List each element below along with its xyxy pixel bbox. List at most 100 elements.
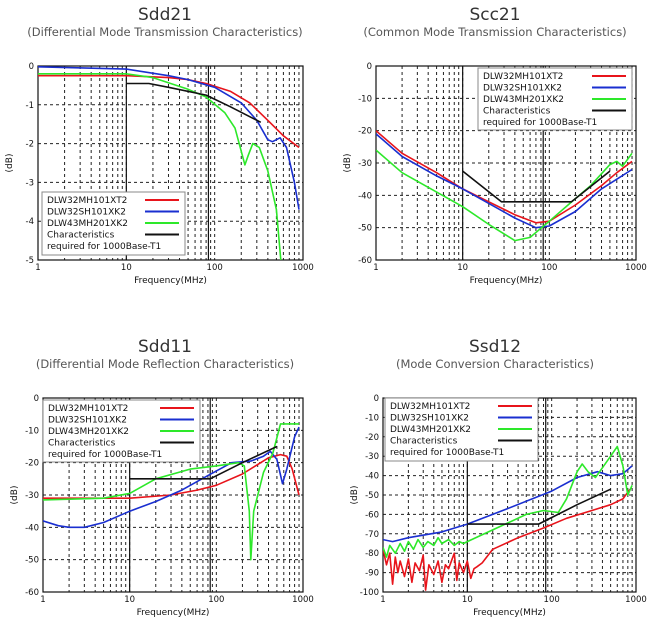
plot-frame — [37, 65, 304, 261]
y-tick-label: -70 — [365, 530, 379, 540]
chart-title: Ssd12 — [469, 337, 521, 357]
y-tick-label: 0 — [34, 394, 39, 404]
series-line-dlw43mh201xk2 — [376, 149, 633, 242]
y-tick-label: -60 — [358, 256, 372, 266]
y-tick-label: -3 — [26, 178, 34, 188]
legend-label: DLW32MH101XT2 — [47, 196, 127, 206]
y-tick-label: -20 — [365, 433, 379, 443]
x-tick-label: 10 — [462, 595, 473, 605]
chart-sdd11: Sdd11(Differential Mode Reflection Chara… — [10, 337, 314, 618]
series-line-dlw43mh201xk2 — [43, 423, 299, 561]
y-tick-label: -40 — [25, 523, 39, 533]
y-tick-label: -1 — [26, 101, 34, 111]
y-axis-label: (dB) — [350, 486, 360, 505]
y-tick-label: -5 — [26, 256, 34, 266]
legend-label: Characteristics — [48, 439, 116, 449]
chart-scc21: Scc21(Common Mode Transmission Character… — [343, 5, 647, 286]
y-tick-label: -90 — [365, 569, 379, 579]
plot-frame — [375, 65, 637, 261]
x-tick-label: 100 — [541, 263, 557, 273]
series-line-dlw43mh201xk2 — [383, 445, 633, 558]
series-line-spec — [462, 170, 611, 203]
series-line-dlw32mh101xt2 — [376, 130, 633, 224]
y-tick-label: -60 — [365, 510, 379, 520]
chart-title: Sdd21 — [138, 5, 192, 25]
series-line-spec — [126, 82, 262, 124]
legend-label: DLW32SH101XK2 — [47, 208, 126, 218]
legend-label: required for 1000Base-T1 — [48, 450, 162, 460]
y-tick-label: -10 — [358, 94, 372, 104]
x-tick-label: 1000 — [292, 595, 314, 605]
y-axis-label: (dB) — [5, 154, 15, 173]
y-tick-label: -4 — [26, 217, 34, 227]
y-tick-label: 0 — [374, 394, 379, 404]
x-tick-label: 100 — [208, 595, 224, 605]
x-tick-label: 1 — [40, 595, 45, 605]
y-tick-label: -20 — [25, 459, 39, 469]
legend-label: DLW32MH101XT2 — [390, 402, 470, 412]
y-tick-label: -50 — [358, 224, 372, 234]
x-tick-label: 10 — [457, 263, 468, 273]
y-tick-label: -40 — [365, 472, 379, 482]
y-tick-label: -100 — [360, 588, 379, 598]
legend-label: required for 1000Base-T1 — [483, 118, 597, 128]
y-tick-label: -10 — [25, 426, 39, 436]
y-tick-label: -30 — [365, 452, 379, 462]
chart-subtitle: (Mode Conversion Characteristics) — [396, 357, 594, 371]
x-tick-label: 1000 — [625, 595, 647, 605]
y-tick-label: -20 — [358, 127, 372, 137]
y-axis-label: (dB) — [10, 486, 20, 505]
y-tick-label: -10 — [365, 413, 379, 423]
x-tick-label: 1 — [380, 595, 385, 605]
legend-label: DLW43MH201XK2 — [48, 427, 129, 437]
y-tick-label: 0 — [367, 62, 372, 72]
x-tick-label: 100 — [207, 263, 223, 273]
x-tick-label: 10 — [121, 263, 132, 273]
legend-label: DLW43MH201XK2 — [483, 95, 564, 105]
legend-label: Characteristics — [47, 231, 115, 241]
y-tick-label: -40 — [358, 191, 372, 201]
x-tick-label: 1000 — [292, 263, 314, 273]
legend-label: Characteristics — [390, 437, 458, 447]
y-tick-label: -60 — [25, 588, 39, 598]
series-line-dlw32sh101xk2 — [376, 133, 633, 229]
series-line-spec — [467, 488, 611, 525]
y-tick-label: -30 — [25, 491, 39, 501]
chart-ssd12: Ssd12(Mode Conversion Characteristics) 0 -… — [350, 337, 647, 618]
x-tick-label: 1 — [35, 263, 40, 273]
y-axis-label: (dB) — [343, 154, 353, 173]
legend-label: required for 1000Base-T1 — [47, 242, 161, 252]
series-line-dlw43mh201xk2 — [38, 73, 282, 260]
chart-subtitle: (Common Mode Transmission Characteristic… — [363, 25, 626, 39]
x-axis-label: Frequency(MHz) — [137, 608, 210, 618]
series-line-dlw32mh101xt2 — [383, 488, 631, 591]
y-tick-label: -50 — [25, 556, 39, 566]
legend-label: DLW32SH101XK2 — [483, 84, 562, 94]
plot-frame — [42, 397, 304, 593]
chart-title: Scc21 — [469, 5, 520, 25]
series-line-spec — [129, 445, 278, 480]
legend-label: DLW43MH201XK2 — [390, 425, 471, 435]
x-tick-label: 1000 — [625, 263, 647, 273]
legend-label: DLW32MH101XT2 — [483, 72, 563, 82]
x-axis-label: Frequency(MHz) — [134, 276, 207, 286]
legend-label: DLW43MH201XK2 — [47, 219, 128, 229]
chart-title: Sdd11 — [138, 337, 192, 357]
chart-sdd21: Sdd21(Differential Mode Transmission Cha… — [5, 5, 314, 286]
chart-subtitle: (Differential Mode Reflection Characteri… — [36, 357, 294, 371]
series-line-dlw32sh101xk2 — [383, 465, 633, 543]
y-tick-label: -30 — [358, 159, 372, 169]
x-axis-label: Frequency(MHz) — [473, 608, 546, 618]
legend-label: DLW32SH101XK2 — [48, 416, 127, 426]
x-axis-label: Frequency(MHz) — [470, 276, 543, 286]
y-tick-label: 0 — [29, 62, 34, 72]
legend-label: DLW32MH101XT2 — [48, 404, 128, 414]
x-tick-label: 10 — [124, 595, 135, 605]
series-line-dlw32sh101xk2 — [43, 426, 300, 529]
series-line-dlw32mh101xt2 — [43, 453, 300, 499]
